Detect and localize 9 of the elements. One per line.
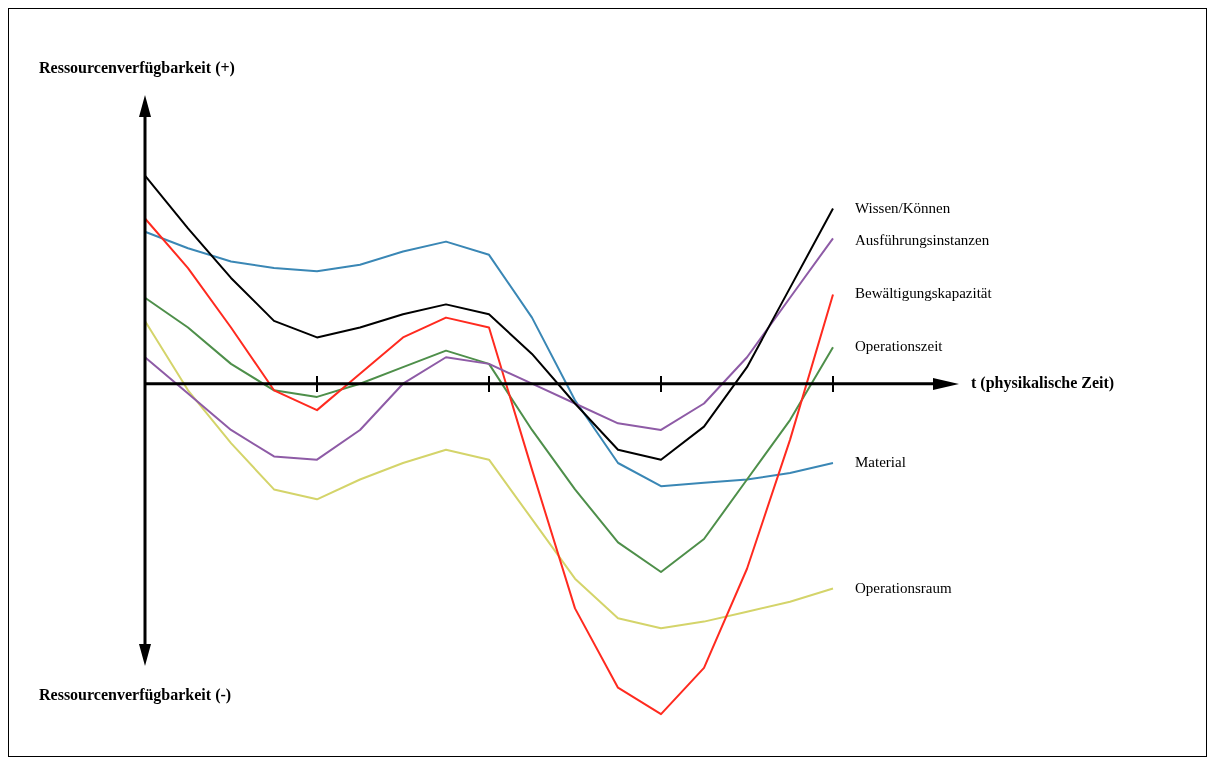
series-label: Material xyxy=(855,453,906,470)
series-label: Operationszeit xyxy=(855,338,944,355)
series-label: Bewältigungskapazität xyxy=(855,285,993,302)
text: Ressourcenverfügbarkeit (+) xyxy=(39,59,235,78)
series-label: Operationsraum xyxy=(855,579,952,596)
series-label: Wissen/Können xyxy=(855,199,951,216)
series-label: Ausführungsinstanzen xyxy=(855,231,990,248)
text: t (physikalische Zeit) xyxy=(971,373,1115,392)
annotation: Ressourcenverfügbarkeit (-) xyxy=(39,685,232,704)
